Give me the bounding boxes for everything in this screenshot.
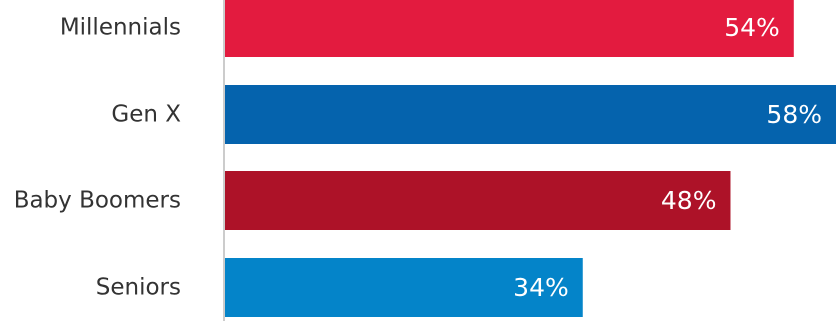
value-label: 48% xyxy=(661,186,717,215)
bars-layer xyxy=(224,0,836,317)
labels-layer: Millennials 54% Gen X 58% Baby Boomers 48% Sen… xyxy=(14,13,822,302)
category-label: Baby Boomers xyxy=(14,188,181,214)
bar-seniors xyxy=(224,258,583,317)
value-label: 58% xyxy=(766,100,822,129)
value-label: 34% xyxy=(513,273,569,302)
bar-baby-boomers xyxy=(224,171,731,230)
category-label: Gen X xyxy=(111,102,181,128)
bar-millennials xyxy=(224,0,794,57)
bar-gen-x xyxy=(224,85,836,144)
value-label: 54% xyxy=(724,13,780,42)
category-label: Seniors xyxy=(96,275,181,301)
category-label: Millennials xyxy=(60,15,181,41)
